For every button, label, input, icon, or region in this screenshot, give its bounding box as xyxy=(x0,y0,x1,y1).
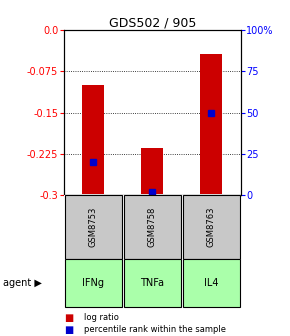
Text: IL4: IL4 xyxy=(204,278,218,288)
Bar xyxy=(141,148,164,194)
Text: ■: ■ xyxy=(64,312,73,323)
Text: GSM8758: GSM8758 xyxy=(148,207,157,247)
Text: log ratio: log ratio xyxy=(84,313,119,322)
Bar xyxy=(124,259,181,307)
Text: percentile rank within the sample: percentile rank within the sample xyxy=(84,326,226,334)
Bar xyxy=(124,195,181,259)
Text: ■: ■ xyxy=(64,325,73,335)
Bar xyxy=(65,195,122,259)
Text: IFNg: IFNg xyxy=(82,278,104,288)
Text: GSM8763: GSM8763 xyxy=(207,207,216,247)
Bar xyxy=(65,259,122,307)
Bar xyxy=(200,54,222,194)
Title: GDS502 / 905: GDS502 / 905 xyxy=(108,16,196,29)
Bar xyxy=(82,85,104,194)
Text: TNFa: TNFa xyxy=(140,278,164,288)
Bar xyxy=(183,259,240,307)
Text: agent ▶: agent ▶ xyxy=(3,278,42,288)
Text: GSM8753: GSM8753 xyxy=(89,207,98,247)
Bar xyxy=(183,195,240,259)
